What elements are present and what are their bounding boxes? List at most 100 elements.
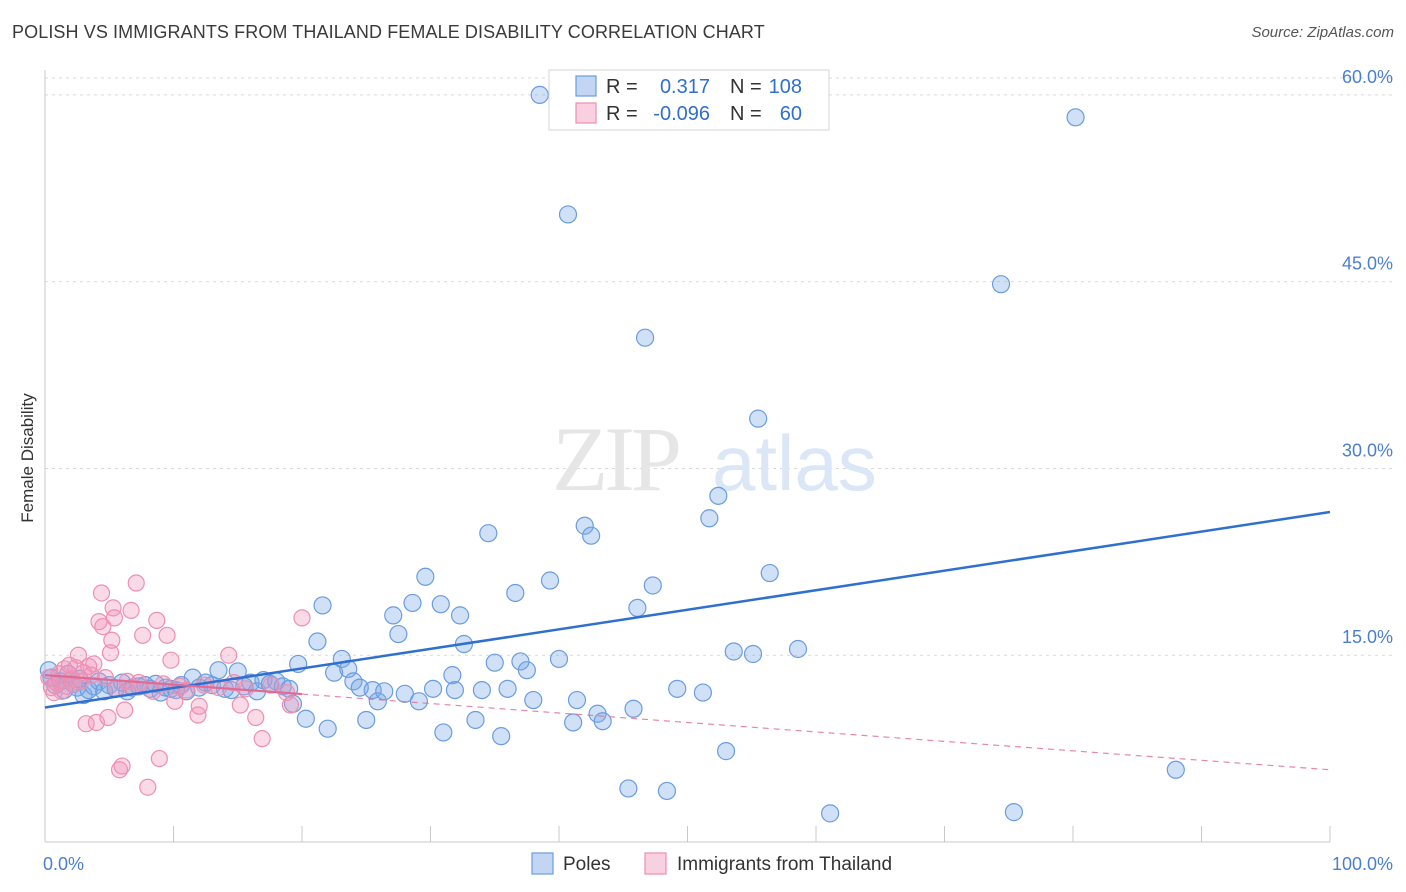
point-poles-107 [760,563,779,583]
chart-title: POLISH VS IMMIGRANTS FROM THAILAND FEMAL… [12,22,765,42]
point-poles-86 [558,205,578,224]
point-poles-105 [743,644,763,664]
point-poles-62 [395,684,414,703]
point-poles-85 [549,649,569,669]
point-thai-28 [105,609,123,627]
y-axis-label: Female Disability [18,393,37,523]
point-thai-46 [166,692,184,710]
legend-n-value-thai: 60 [780,103,802,125]
trend-line-thai-solid [44,674,303,696]
point-poles-64 [409,692,429,711]
point-poles-90 [582,526,601,545]
point-poles-71 [450,606,470,625]
point-poles-74 [472,680,491,700]
x-tick-label-max: 100.0% [1332,854,1393,874]
point-poles-48 [308,632,327,651]
point-poles-83 [530,85,549,105]
point-thai-49 [189,706,207,724]
legend-r-value-thai: -0.096 [653,103,710,125]
legend-n-label-thai: N = [730,103,762,125]
point-poles-67 [431,595,450,614]
legend-swatch-thai [575,102,597,124]
point-poles-49 [313,596,332,615]
bottom-legend-swatch-thai [644,852,667,875]
legend-r-label-thai: R = [606,103,638,125]
y-tick-label-15: 15.0% [1342,627,1393,647]
bottom-legend-label-thai: Immigrants from Thailand [677,854,892,875]
bottom-legend-label-poles: Poles [563,854,611,875]
y-tick-label-60: 60.0% [1342,67,1393,87]
point-thai-32 [116,701,134,719]
trend-line-thai-dashed [301,693,1331,771]
y-tick-label-45: 45.0% [1342,254,1393,274]
point-thai-35 [125,678,143,697]
point-poles-81 [517,661,536,680]
point-thai-18 [85,655,103,673]
point-thai-36 [127,574,145,592]
point-poles-108 [788,639,808,659]
legend-n-label-poles: N = [730,76,762,98]
bottom-legend-swatch-poles [531,852,554,875]
point-thai-22 [94,617,112,636]
point-thai-31 [113,757,131,775]
point-thai-34 [122,601,140,620]
point-poles-99 [668,679,687,698]
point-poles-93 [619,779,638,798]
tick-labels: 15.0% 30.0% 45.0% 60.0% 0.0% 100.0% [43,67,1393,874]
trend-lines [44,510,1331,771]
grid-layer [45,77,1395,656]
point-thai-50 [190,697,208,715]
point-poles-95 [628,598,647,618]
point-thai-61 [281,696,300,714]
point-thai-23 [96,669,114,687]
point-poles-76 [485,653,504,672]
point-poles-101 [700,509,719,528]
point-poles-88 [567,690,587,710]
point-poles-109 [821,804,840,823]
point-poles-69 [443,666,462,685]
point-thai-25 [101,644,120,662]
x-tick-label-min: 0.0% [43,854,84,874]
point-poles-106 [749,409,768,428]
stats-legend: R = 0.317 N = 108 R = -0.096 N = 60 [548,69,830,131]
bottom-legend: Poles Immigrants from Thailand [531,852,892,875]
point-poles-87 [564,713,583,732]
legend-n-value-poles: 108 [769,76,802,98]
point-poles-63 [403,593,422,613]
trend-line-poles [44,510,1331,709]
legend-r-value-poles: 0.317 [660,76,710,98]
point-poles-56 [357,710,376,730]
point-poles-103 [716,742,736,761]
point-poles-65 [416,567,435,586]
point-poles-73 [466,710,485,730]
point-poles-110 [991,275,1011,294]
watermark-zip: ZIP [552,408,679,510]
point-poles-112 [1066,108,1085,127]
point-poles-92 [593,712,612,731]
point-poles-89 [575,516,594,535]
point-poles-84 [540,571,560,590]
point-thai-45 [162,651,180,669]
point-poles-104 [724,642,743,661]
point-poles-57 [363,680,382,700]
point-thai-39 [139,778,157,796]
y-tick-label-30: 30.0% [1342,440,1393,460]
point-poles-77 [492,727,511,746]
point-thai-21 [92,584,111,602]
axes-layer [44,70,1331,843]
point-thai-57 [247,708,265,727]
point-poles-47 [296,709,315,728]
point-thai-55 [231,696,249,714]
point-poles-111 [1004,803,1023,822]
watermark: ZIP atlas [552,408,877,510]
point-poles-66 [423,679,443,698]
legend-swatch-poles [575,75,597,97]
point-poles-94 [624,699,643,718]
point-poles-59 [375,682,394,701]
point-poles-33 [209,661,228,680]
point-poles-50 [318,719,337,738]
point-thai-12 [69,646,88,664]
point-thai-44 [158,626,176,644]
point-poles-98 [657,781,677,801]
